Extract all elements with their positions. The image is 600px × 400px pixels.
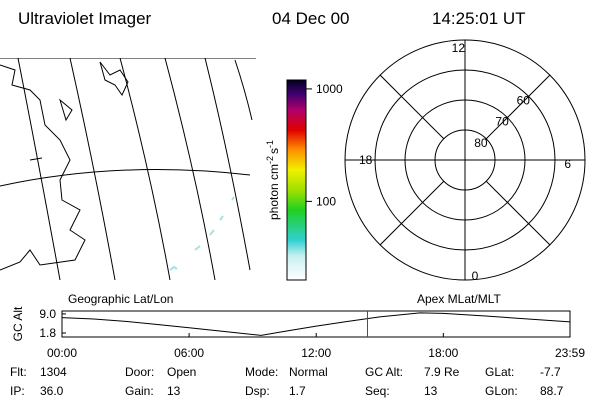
- field-label: Dsp:: [245, 384, 270, 398]
- lat-label: 60: [517, 93, 531, 107]
- colorbar-tick-label: 1000: [316, 82, 343, 96]
- field-label: IP:: [10, 384, 25, 398]
- unit: s: [267, 148, 281, 154]
- field-value: 88.7: [540, 384, 564, 398]
- orbit-ylabel: GC Alt: [11, 306, 25, 341]
- mlt-label: 0: [472, 269, 479, 283]
- y-tick-label: 9.0: [39, 307, 56, 321]
- colorbar-label: photon cm-2 s-1: [265, 140, 281, 220]
- field-value: 1.7: [289, 384, 306, 398]
- field-value: 13: [167, 384, 181, 398]
- date: 04 Dec 00: [272, 9, 350, 28]
- footer: Flt: 1304 Door: Open Mode: Normal GC Alt: 7.9 R…: [10, 365, 564, 398]
- field-value: 7.9 Re: [424, 365, 460, 379]
- map: [0, 58, 256, 280]
- x-tick-label: 00:00: [47, 346, 77, 360]
- field-value: 36.0: [40, 384, 64, 398]
- field-value: Normal: [289, 365, 328, 379]
- field-label: GLon:: [485, 384, 518, 398]
- field-value: -7.7: [540, 365, 561, 379]
- x-tick-label: 12:00: [301, 346, 331, 360]
- x-tick-label: 23:59: [555, 346, 585, 360]
- mlt-label: 6: [564, 157, 571, 171]
- field-label: Seq:: [365, 384, 390, 398]
- lat-label: 80: [474, 136, 488, 150]
- mlt-label: 18: [359, 153, 373, 167]
- field-value: Open: [167, 365, 196, 379]
- field-label: GC Alt:: [365, 365, 403, 379]
- field-label: GLat:: [485, 365, 514, 379]
- coastline: [0, 64, 86, 271]
- diagonal: [485, 180, 551, 246]
- orbit-right-label: Apex MLat/MLT: [417, 292, 501, 306]
- altitude-line: [61, 312, 571, 336]
- field-value: 1304: [40, 365, 67, 379]
- exponent: -1: [265, 140, 275, 148]
- colorbar-tick-label: 100: [316, 194, 336, 208]
- lat-label: 70: [495, 115, 509, 129]
- field-label: Door:: [125, 365, 154, 379]
- orbit-panel: 9.0 1.8 00:00 06:00 12:00 18:00 23:59: [39, 307, 585, 360]
- colorbar-ticks: 100 1000: [306, 82, 343, 208]
- time: 14:25:01 UT: [432, 9, 526, 28]
- field-label: Gain:: [125, 384, 154, 398]
- meridians: [17, 58, 253, 280]
- field-label: Mode:: [245, 365, 278, 379]
- x-tick-label: 18:00: [428, 346, 458, 360]
- polar-plot: 60 70 80 0 6 12 18: [344, 39, 586, 283]
- diagonal: [379, 180, 445, 246]
- x-tick-label: 06:00: [174, 346, 204, 360]
- islands: [29, 61, 129, 161]
- colorbar: [286, 79, 307, 281]
- unit: photon cm: [267, 164, 281, 220]
- diagonal: [379, 74, 445, 140]
- field-label: Flt:: [10, 365, 27, 379]
- aurora-speckle: [169, 196, 235, 271]
- mlt-label: 12: [452, 41, 466, 55]
- exponent: -2: [265, 156, 275, 164]
- y-tick-label: 1.8: [39, 326, 56, 340]
- orbit-left-label: Geographic Lat/Lon: [68, 292, 173, 306]
- diagonal: [485, 74, 551, 140]
- parallel: [0, 169, 251, 187]
- field-value: 13: [424, 384, 438, 398]
- title: Ultraviolet Imager: [18, 9, 152, 28]
